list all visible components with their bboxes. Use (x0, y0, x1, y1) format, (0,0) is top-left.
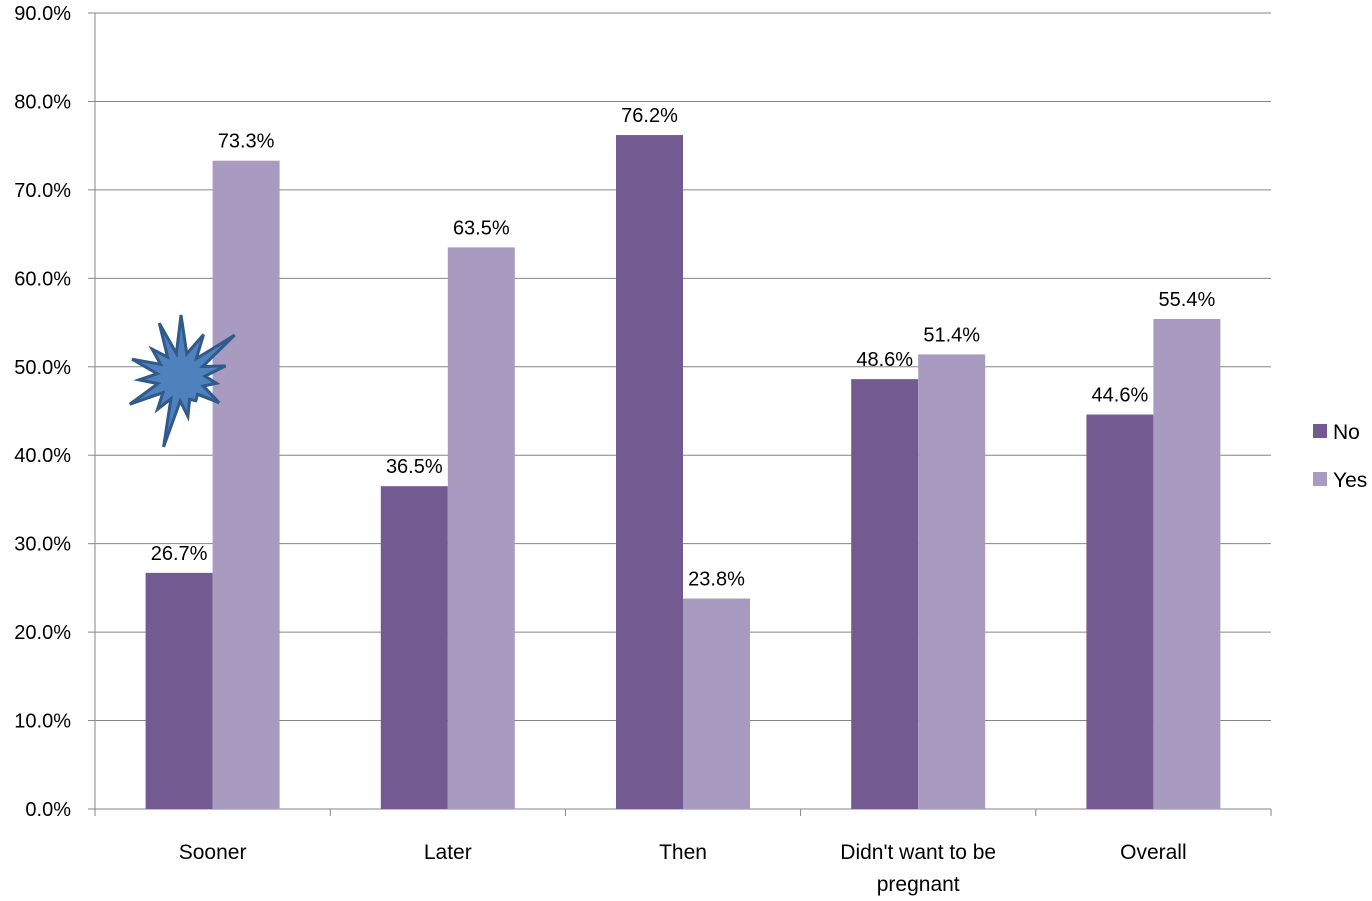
x-tick-label: Then (659, 841, 707, 864)
y-tick-label: 70.0% (14, 180, 71, 202)
x-tick-label: pregnant (877, 873, 960, 896)
y-tick-label: 30.0% (14, 534, 71, 556)
x-tick-label: Later (424, 841, 472, 864)
data-label: 76.2% (621, 105, 678, 127)
bar-no-4 (1086, 414, 1154, 809)
x-tick-label: Didn't want to be (840, 841, 996, 864)
y-tick-label: 0.0% (25, 799, 71, 821)
bar-yes-3 (918, 354, 986, 809)
bar-no-1 (380, 486, 448, 809)
y-tick-label: 60.0% (14, 268, 71, 290)
legend-swatch-no (1313, 424, 1327, 438)
data-labels: 26.7% 73.3% 36.5% 63.5% 76.2% 23.8% 48.6% 51.4%… (151, 105, 1216, 590)
legend-swatch-yes (1313, 472, 1327, 486)
bar-yes-1 (447, 247, 515, 809)
data-label: 26.7% (151, 543, 208, 565)
y-tick-label: 10.0% (14, 711, 71, 733)
data-label: 51.4% (923, 324, 980, 346)
data-label: 73.3% (218, 131, 275, 153)
data-label: 48.6% (856, 349, 913, 371)
x-tick-labels: Sooner Later Then Didn't want to be pregnant… (179, 841, 1187, 896)
legend-label-yes: Yes (1333, 469, 1367, 492)
y-tick-label: 90.0% (14, 3, 71, 25)
bar-no-2 (616, 135, 683, 809)
data-label: 55.4% (1159, 289, 1216, 311)
x-tick-label: Overall (1120, 841, 1187, 864)
data-label: 63.5% (453, 217, 510, 239)
annotation-shape (128, 314, 236, 448)
legend: No Yes (1313, 421, 1367, 492)
data-label: 23.8% (688, 569, 745, 591)
data-label: 44.6% (1092, 385, 1149, 407)
y-tick-label: 50.0% (14, 357, 71, 379)
y-tick-labels: 0.0% 10.0% 20.0% 30.0% 40.0% 50.0% 60.0% 70.0% 8… (14, 3, 71, 821)
bar-yes-2 (683, 598, 750, 809)
starburst-shape (128, 314, 236, 448)
bar-yes-0 (212, 160, 280, 810)
y-tick-label: 20.0% (14, 622, 71, 644)
bar-no-0 (145, 572, 213, 809)
legend-label-no: No (1333, 421, 1360, 444)
bar-yes-4 (1153, 319, 1221, 809)
bar-no-3 (851, 379, 919, 809)
y-tick-label: 40.0% (14, 445, 71, 467)
x-tick-label: Sooner (179, 841, 247, 864)
y-tick-label: 80.0% (14, 91, 71, 113)
bars (145, 135, 1221, 810)
data-label: 36.5% (386, 456, 443, 478)
